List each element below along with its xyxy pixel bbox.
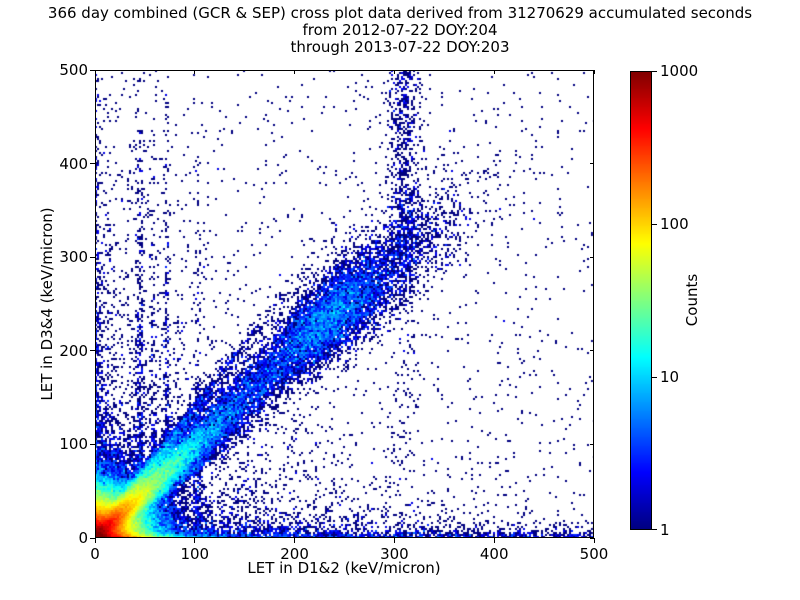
colorbar-tick-label: 1000 [660, 62, 699, 80]
y-tick-label: 100 [59, 435, 88, 454]
y-tick-mark-right [590, 163, 594, 165]
x-tick-mark [294, 538, 296, 543]
colorbar-tick-mark [652, 376, 657, 378]
y-tick-mark [90, 443, 95, 445]
x-tick-label: 100 [180, 545, 210, 563]
colorbar-tick-mark [652, 223, 657, 225]
x-tick-mark [593, 538, 595, 543]
y-tick-label: 500 [59, 61, 88, 79]
y-tick-mark [90, 350, 95, 352]
y-tick-mark-right [590, 256, 594, 258]
colorbar-tick-mark [652, 70, 657, 72]
colorbar-canvas [630, 71, 652, 530]
y-tick-mark-right [590, 69, 594, 71]
colorbar-label: Counts [683, 273, 701, 327]
x-tick-mark-top [194, 70, 196, 74]
title-line-2: from 2012-07-22 DOY:204 [302, 21, 498, 39]
y-tick-label: 200 [59, 341, 88, 360]
x-tick-mark [493, 538, 495, 543]
y-tick-label: 0 [78, 529, 88, 547]
x-tick-label: 200 [280, 545, 309, 563]
colorbar-tick-label: 100 [660, 215, 689, 233]
y-tick-mark-right [590, 443, 594, 445]
x-tick-mark [393, 538, 395, 543]
heatmap-canvas [95, 70, 594, 538]
y-tick-label: 400 [59, 154, 88, 173]
title-line-1: 366 day combined (GCR & SEP) cross plot … [47, 4, 753, 22]
x-axis-label: LET in D1&2 (keV/micron) [247, 559, 441, 577]
x-tick-mark-top [294, 70, 296, 74]
x-tick-label: 0 [90, 545, 100, 563]
plot-title: 366 day combined (GCR & SEP) cross plot … [0, 5, 800, 56]
y-tick-mark [90, 163, 95, 165]
colorbar-tick-label: 1 [660, 521, 670, 539]
colorbar-tick-mark [652, 528, 657, 530]
y-tick-mark [90, 69, 95, 71]
x-tick-label: 500 [579, 545, 609, 563]
x-tick-mark [194, 538, 196, 543]
y-tick-label: 300 [59, 248, 88, 267]
x-tick-mark [94, 538, 96, 543]
x-tick-mark-top [94, 70, 96, 74]
x-tick-label: 300 [380, 545, 409, 563]
x-tick-label: 400 [479, 545, 509, 563]
x-tick-mark-top [393, 70, 395, 74]
y-tick-mark-right [590, 350, 594, 352]
x-tick-mark-top [593, 70, 595, 74]
y-tick-mark [90, 537, 95, 539]
x-tick-mark-top [493, 70, 495, 74]
colorbar-tick-label: 10 [660, 368, 680, 386]
title-line-3: through 2013-07-22 DOY:203 [290, 38, 510, 56]
y-tick-mark [90, 256, 95, 258]
y-axis-label: LET in D3&4 (keV/micron) [38, 207, 56, 401]
y-tick-mark-right [590, 537, 594, 539]
